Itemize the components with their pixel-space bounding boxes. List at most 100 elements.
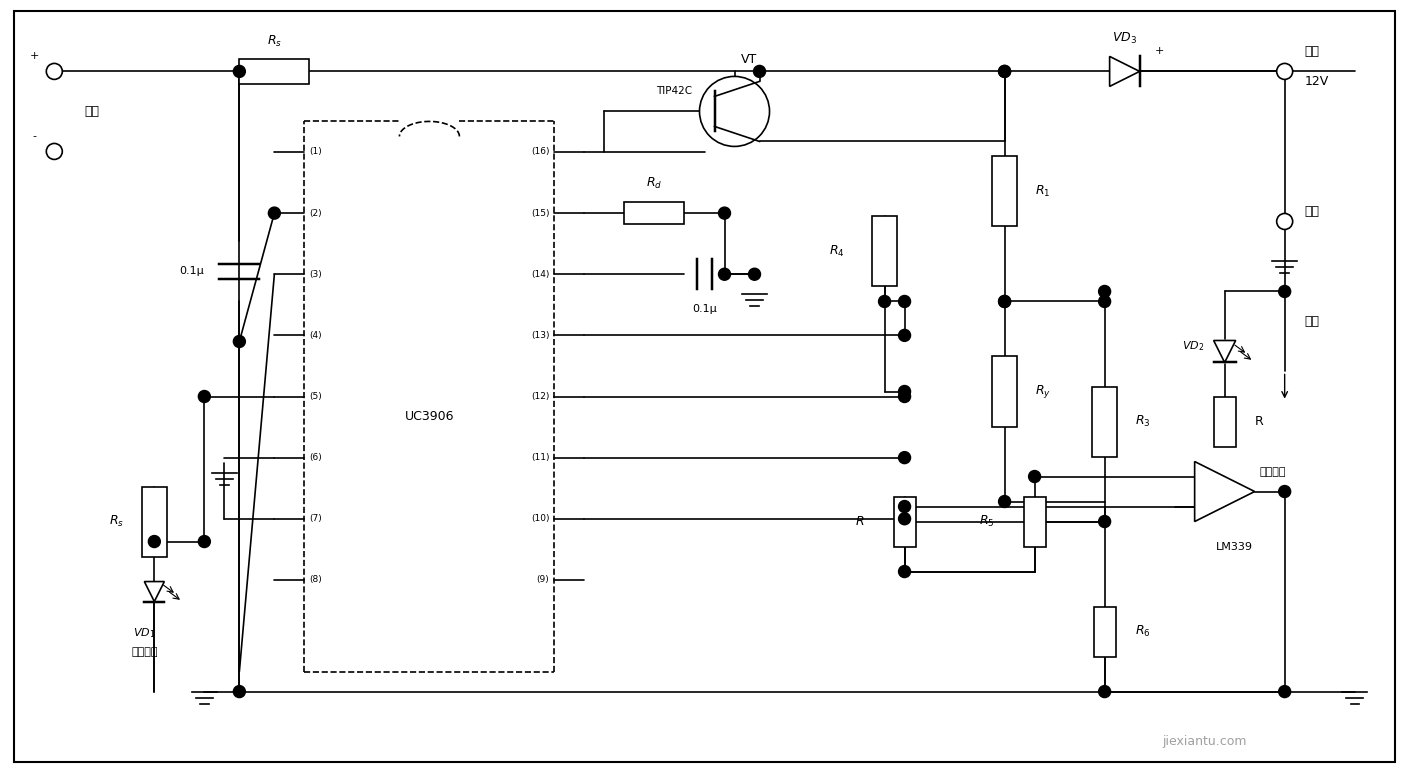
Circle shape [999,495,1010,508]
Circle shape [199,390,210,403]
Circle shape [999,66,1010,77]
Text: +: + [30,52,39,61]
Circle shape [719,207,730,219]
Text: -: - [32,131,37,141]
Bar [992,356,1017,427]
Polygon shape [1110,56,1140,87]
Circle shape [999,295,1010,308]
Circle shape [748,268,761,281]
Polygon shape [144,581,165,601]
Text: (9): (9) [537,575,550,584]
Circle shape [148,536,161,547]
Text: 输入: 输入 [85,105,99,118]
Circle shape [899,329,910,342]
Text: $R_{d}$: $R_{d}$ [647,176,662,191]
Text: (11): (11) [531,453,550,462]
Text: 0.1μ: 0.1μ [179,267,204,277]
Circle shape [234,686,245,697]
Text: 电池: 电池 [1305,45,1320,58]
Circle shape [268,207,280,219]
Text: (8): (8) [310,575,323,584]
Text: R: R [1254,415,1264,428]
Circle shape [1029,471,1041,482]
Circle shape [1278,686,1291,697]
Circle shape [1099,285,1110,298]
Text: 电源指示: 电源指示 [131,646,158,656]
Text: UC3906: UC3906 [404,410,454,423]
Circle shape [999,295,1010,308]
Circle shape [754,66,765,77]
Text: TIP42C: TIP42C [657,87,693,97]
Text: $R$: $R$ [855,515,865,528]
Text: (7): (7) [310,514,323,523]
Text: +: + [1155,46,1164,56]
Bar [893,496,916,547]
Polygon shape [1195,461,1254,522]
Bar [142,486,166,557]
Circle shape [1099,516,1110,527]
Text: $R_6$: $R_6$ [1134,624,1150,639]
Circle shape [899,501,910,512]
Bar [992,156,1017,226]
Text: 12V: 12V [1305,75,1329,88]
Text: $R_s$: $R_s$ [110,514,124,529]
Text: $R_s$: $R_s$ [266,34,282,49]
Circle shape [1099,686,1110,697]
Circle shape [719,268,730,281]
Circle shape [1277,63,1292,80]
Text: $VD_1$: $VD_1$ [132,627,155,640]
Text: $R_1$: $R_1$ [1034,184,1050,199]
Text: LM339: LM339 [1216,542,1253,552]
Text: 输入: 输入 [1305,205,1320,218]
Text: $R_5$: $R_5$ [979,514,995,529]
Bar [1023,496,1045,547]
Text: (14): (14) [531,270,550,279]
Circle shape [46,144,62,159]
Text: (6): (6) [310,453,323,462]
Text: (1): (1) [310,148,323,156]
Text: $R_4$: $R_4$ [828,244,844,259]
Bar [1213,397,1236,447]
Circle shape [999,66,1010,77]
Bar [872,216,898,287]
Circle shape [879,295,890,308]
Circle shape [1099,295,1110,308]
Circle shape [899,512,910,525]
Text: (3): (3) [310,270,323,279]
Text: $VD_2$: $VD_2$ [1182,339,1205,353]
Circle shape [899,566,910,577]
Text: VT: VT [741,53,758,66]
Text: (12): (12) [531,392,550,401]
Circle shape [46,63,62,80]
Bar [1093,607,1116,656]
Circle shape [899,390,910,403]
Circle shape [899,386,910,397]
Circle shape [1278,485,1291,498]
Bar [240,59,310,84]
Circle shape [899,451,910,464]
Text: 充满指示: 充满指示 [1260,467,1286,476]
Text: (15): (15) [531,209,550,218]
Text: $R_3$: $R_3$ [1134,414,1150,429]
Circle shape [899,295,910,308]
Bar [624,202,685,224]
Text: (16): (16) [531,148,550,156]
Text: $VD_3$: $VD_3$ [1112,31,1137,46]
Circle shape [699,77,769,146]
Text: 输入: 输入 [1305,315,1320,328]
Text: (4): (4) [310,331,323,340]
Bar [1092,386,1117,457]
Circle shape [234,335,245,348]
Circle shape [1278,285,1291,298]
Text: (10): (10) [531,514,550,523]
Text: 0.1μ: 0.1μ [692,305,717,315]
Text: (2): (2) [310,209,323,218]
Text: (5): (5) [310,392,323,401]
Text: jiexiantu.com: jiexiantu.com [1162,735,1247,748]
Circle shape [234,66,245,77]
Text: $R_y$: $R_y$ [1034,383,1051,400]
Polygon shape [1213,340,1236,363]
Text: (13): (13) [531,331,550,340]
Circle shape [1277,213,1292,230]
Circle shape [199,536,210,547]
